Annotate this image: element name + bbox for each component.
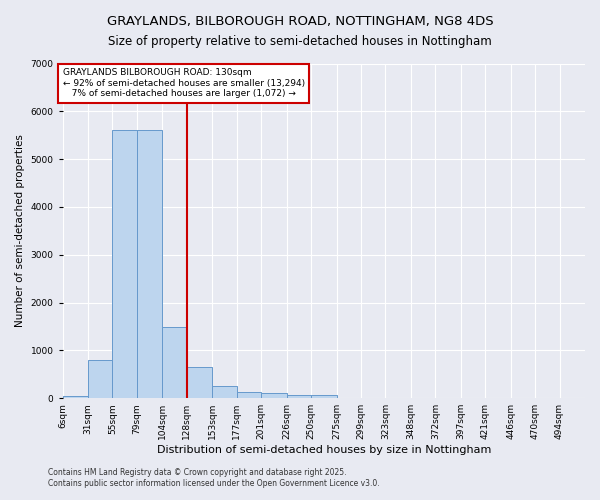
Text: Contains HM Land Registry data © Crown copyright and database right 2025.
Contai: Contains HM Land Registry data © Crown c… [48, 468, 380, 487]
Bar [261, 394, 287, 398]
Bar [187, 367, 212, 398]
Text: GRAYLANDS, BILBOROUGH ROAD, NOTTINGHAM, NG8 4DS: GRAYLANDS, BILBOROUGH ROAD, NOTTINGHAM, … [107, 15, 493, 28]
Bar [311, 396, 337, 398]
Bar [163, 328, 187, 398]
Bar [212, 386, 237, 398]
Text: Size of property relative to semi-detached houses in Nottingham: Size of property relative to semi-detach… [108, 35, 492, 48]
Text: GRAYLANDS BILBOROUGH ROAD: 130sqm
← 92% of semi-detached houses are smaller (13,: GRAYLANDS BILBOROUGH ROAD: 130sqm ← 92% … [62, 68, 305, 98]
X-axis label: Distribution of semi-detached houses by size in Nottingham: Distribution of semi-detached houses by … [157, 445, 491, 455]
Bar [137, 130, 163, 398]
Bar [112, 130, 137, 398]
Y-axis label: Number of semi-detached properties: Number of semi-detached properties [15, 134, 25, 328]
Bar [237, 392, 261, 398]
Bar [88, 360, 112, 398]
Bar [287, 395, 311, 398]
Bar [62, 396, 88, 398]
